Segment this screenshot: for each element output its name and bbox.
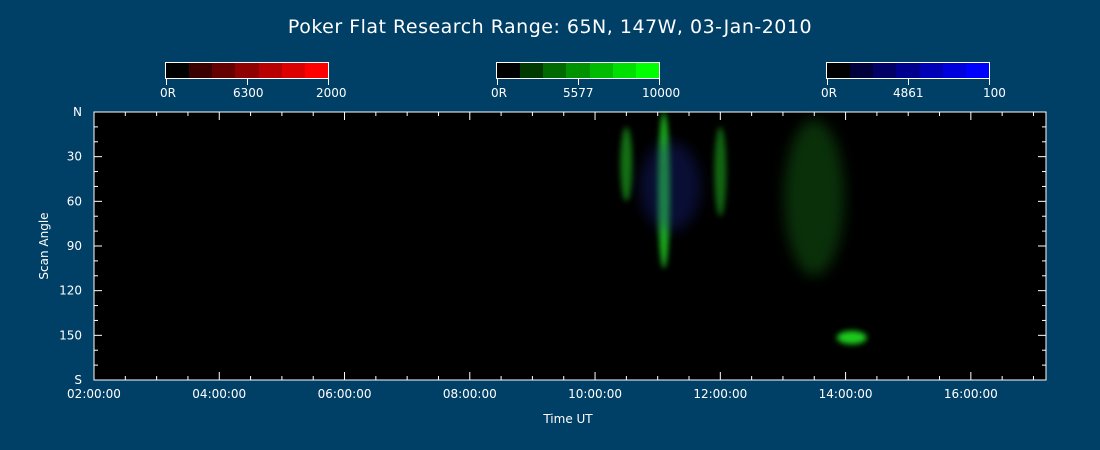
- aurora-feature-5577: [836, 330, 867, 345]
- colorbar-segment: [589, 63, 613, 78]
- colorbar-5577: [496, 62, 660, 85]
- colorbar-segment: [850, 63, 874, 78]
- aurora-feature-5577: [784, 119, 845, 276]
- colorbar-segment: [497, 63, 521, 78]
- colorbar-4861: [826, 62, 990, 85]
- colorbar-segment: [942, 63, 966, 78]
- y-tick-label: 120: [59, 284, 82, 298]
- colorbar-segment: [258, 63, 282, 78]
- colorbar-segment: [566, 63, 590, 78]
- colorbar-segment: [873, 63, 897, 78]
- x-tick-label: 06:00:00: [318, 387, 372, 401]
- x-tick-label: 12:00:00: [693, 387, 747, 401]
- colorbar-segment: [235, 63, 259, 78]
- colorbar-6300-min-label: 0R: [160, 86, 176, 100]
- y-axis-label: Scan Angle: [37, 212, 51, 279]
- colorbar-segment: [612, 63, 636, 78]
- colorbar-segment: [520, 63, 544, 78]
- colorbar-tick: [827, 79, 828, 85]
- colorbar-segment: [543, 63, 567, 78]
- colorbar-4861-name-label: 4861: [893, 86, 924, 100]
- x-tick-label: 02:00:00: [67, 387, 121, 401]
- colorbar-5577-max-label: 10000: [642, 86, 681, 100]
- aurora-feature-5577: [620, 126, 633, 202]
- colorbar-tick: [989, 79, 990, 85]
- y-tick-label: S: [74, 373, 82, 387]
- colorbar-segment: [189, 63, 213, 78]
- y-tick-label: 90: [67, 239, 82, 253]
- chart-title: Poker Flat Research Range: 65N, 147W, 03…: [287, 16, 813, 38]
- colorbar-6300-max-label: 2000: [316, 86, 347, 100]
- colorbar-4861-max-label: 100: [983, 86, 1006, 100]
- x-tick-label: 14:00:00: [819, 387, 873, 401]
- x-tick-label: 16:00:00: [944, 387, 998, 401]
- aurora-feature-5577: [714, 126, 727, 217]
- colorbar-5577-name-label: 5577: [563, 86, 594, 100]
- colorbar-segment: [919, 63, 943, 78]
- x-tick-label: 10:00:00: [568, 387, 622, 401]
- x-axis-label: Time UT: [542, 412, 593, 426]
- colorbar-segment: [166, 63, 190, 78]
- colorbar-6300: [165, 62, 329, 85]
- colorbar-segment: [965, 63, 989, 78]
- y-tick-label: 60: [67, 194, 82, 208]
- x-tick-label: 04:00:00: [192, 387, 246, 401]
- plot-area: [94, 112, 1046, 380]
- colorbar-tick: [578, 79, 579, 85]
- colorbar-tick: [497, 79, 498, 85]
- aurora-feature-4861: [640, 141, 701, 232]
- x-tick-label: 08:00:00: [443, 387, 497, 401]
- colorbar-tick: [659, 79, 660, 85]
- colorbar-tick: [908, 79, 909, 85]
- colorbar-segment: [896, 63, 920, 78]
- y-tick-label: 30: [67, 150, 82, 164]
- colorbar-tick: [166, 79, 167, 85]
- colorbar-tick: [247, 79, 248, 85]
- colorbar-segment: [281, 63, 305, 78]
- y-tick-label: 150: [59, 328, 82, 342]
- colorbar-5577-min-label: 0R: [491, 86, 507, 100]
- colorbar-segment: [827, 63, 851, 78]
- colorbar-6300-name-label: 6300: [233, 86, 264, 100]
- colorbar-segment: [304, 63, 328, 78]
- colorbar-segment: [212, 63, 236, 78]
- colorbar-tick: [328, 79, 329, 85]
- y-tick-label: N: [73, 105, 82, 119]
- colorbar-segment: [635, 63, 659, 78]
- colorbar-4861-min-label: 0R: [821, 86, 837, 100]
